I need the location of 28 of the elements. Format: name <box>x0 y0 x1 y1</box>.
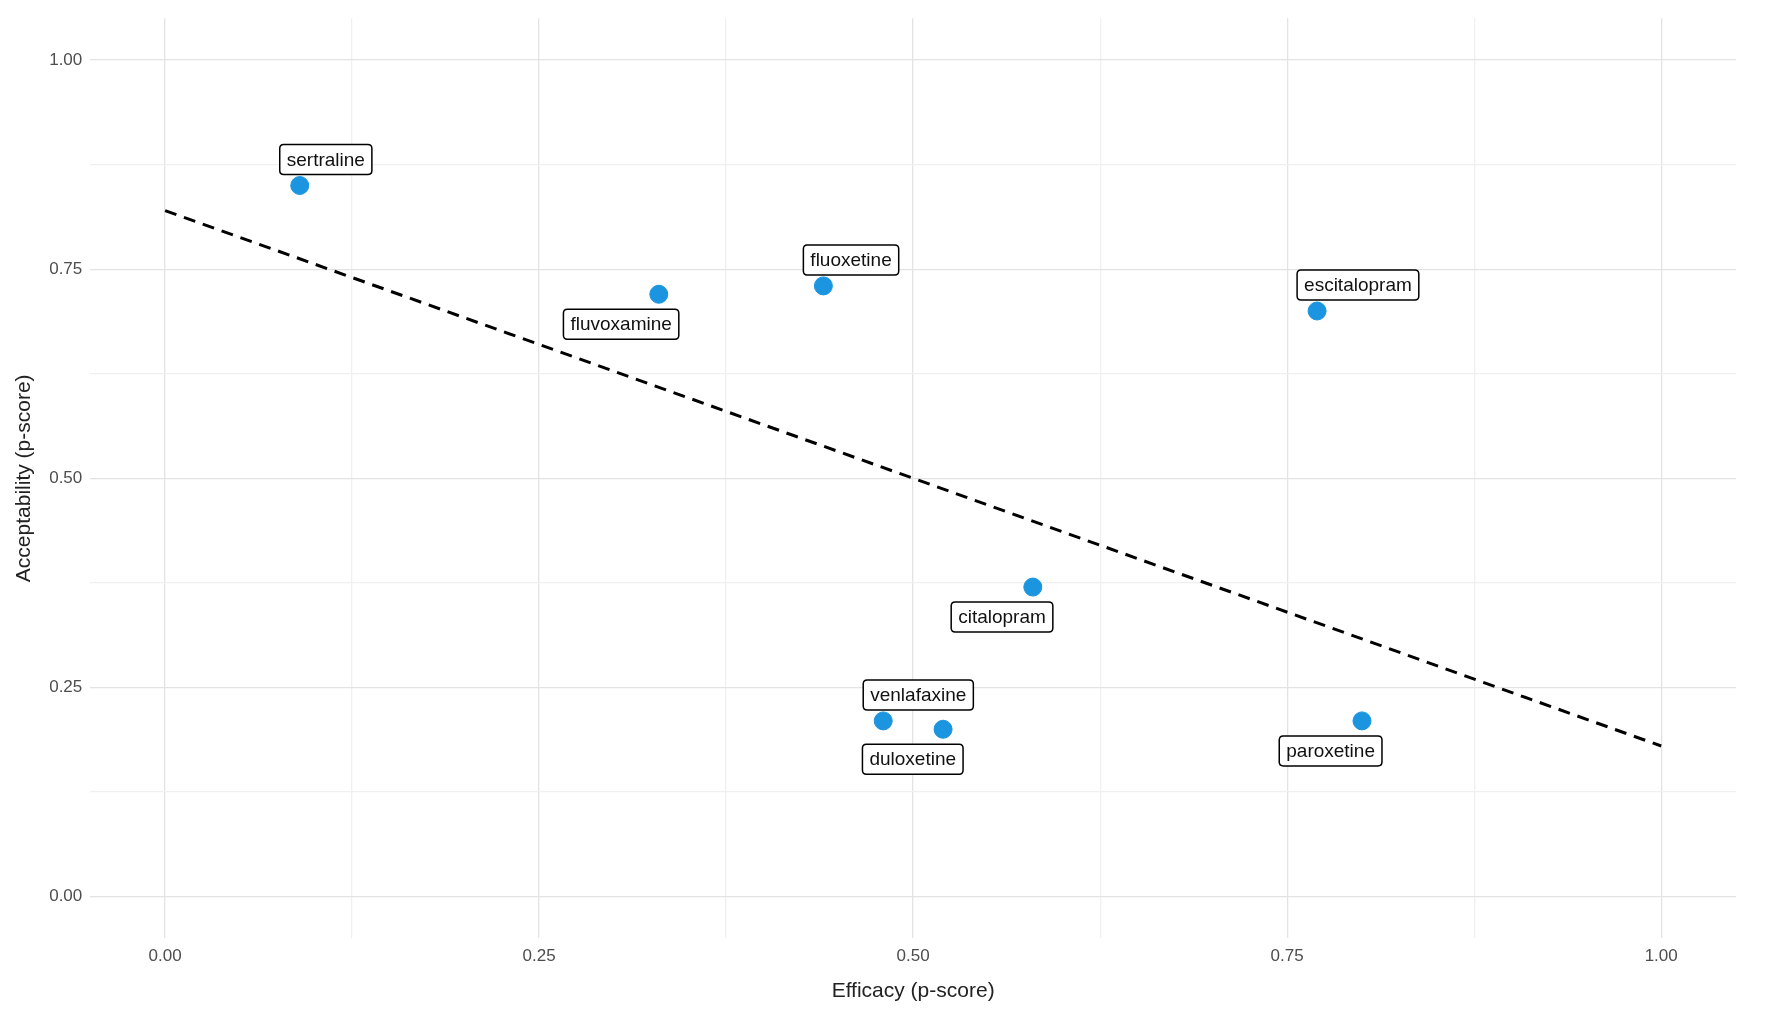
annotation: paroxetine <box>1286 740 1375 762</box>
x-tick-label: 0.00 <box>148 946 182 966</box>
point <box>813 276 833 296</box>
point <box>1307 301 1327 321</box>
x-axis-title: Efficacy (p-score) <box>831 978 995 1002</box>
point <box>649 284 669 304</box>
annotation: venlafaxine <box>870 684 967 706</box>
y-tick-label: 0.25 <box>49 677 83 697</box>
x-tick-label: 0.50 <box>896 946 930 966</box>
annotation: sertraline <box>286 148 365 170</box>
y-axis-title: Acceptability (p-score) <box>11 374 35 583</box>
annotation: escitalopram <box>1304 274 1412 296</box>
x-tick-label: 1.00 <box>1644 946 1678 966</box>
annotation: citalopram <box>958 606 1046 628</box>
y-tick-label: 0.00 <box>49 886 83 906</box>
point <box>1352 711 1372 731</box>
x-tick-label: 0.75 <box>1270 946 1304 966</box>
annotation: fluoxetine <box>810 249 892 271</box>
point <box>1023 577 1043 597</box>
point <box>873 711 893 731</box>
point <box>933 719 953 739</box>
y-tick-label: 0.75 <box>49 258 83 278</box>
y-tick-label: 0.50 <box>49 467 83 487</box>
annotation: duloxetine <box>869 748 957 770</box>
point <box>290 176 310 196</box>
y-tick-label: 1.00 <box>49 49 83 69</box>
x-tick-label: 0.25 <box>522 946 556 966</box>
annotation: fluvoxamine <box>570 313 672 335</box>
